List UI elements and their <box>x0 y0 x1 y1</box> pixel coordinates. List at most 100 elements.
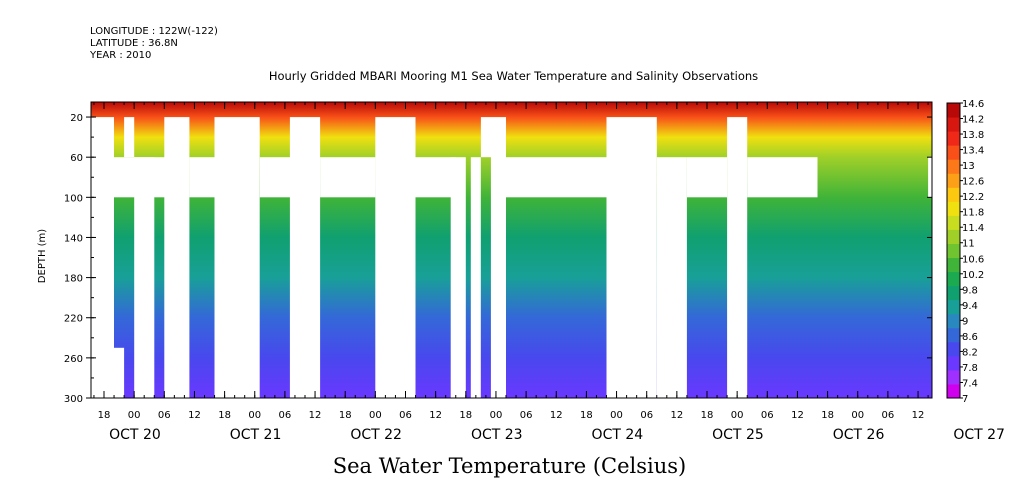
colorbar-swatch <box>947 327 960 343</box>
x-tick-label: 00 <box>490 410 503 421</box>
y-tick-label: 100 <box>64 193 83 204</box>
date-label: OCT 24 <box>592 427 644 443</box>
colorbar-swatch <box>947 285 960 301</box>
y-tick-label: 20 <box>70 113 83 124</box>
data-gap <box>91 117 114 398</box>
x-tick-label: 18 <box>701 410 714 421</box>
year-label: YEAR : 2010 <box>90 50 152 61</box>
data-gap <box>124 117 135 158</box>
x-tick-label: 12 <box>791 410 804 421</box>
x-tick-label: 06 <box>158 410 171 421</box>
data-gaps <box>91 117 932 398</box>
date-label: OCT 20 <box>109 427 161 443</box>
colorbar-tick-label: 11.4 <box>962 223 984 234</box>
data-gap <box>470 157 481 398</box>
data-gap <box>490 117 506 398</box>
x-tick-label: 12 <box>188 410 201 421</box>
data-gap <box>727 117 748 398</box>
y-tick-label: 140 <box>64 233 83 244</box>
x-tick-label: 12 <box>309 410 322 421</box>
x-tick-label: 18 <box>98 410 111 421</box>
x-tick-label: 06 <box>882 410 895 421</box>
x-tick-label: 12 <box>912 410 925 421</box>
data-gap <box>928 157 932 198</box>
data-gap <box>506 157 607 198</box>
colorbar-swatch <box>947 257 960 273</box>
latitude-label: LATITUDE : 36.8N <box>90 38 178 49</box>
x-tick-label: 06 <box>399 410 412 421</box>
colorbar-tick-label: 7.8 <box>962 363 978 374</box>
colorbar-swatch <box>947 103 960 118</box>
date-label: OCT 23 <box>471 427 523 443</box>
colorbar-tick-label: 9 <box>962 316 968 327</box>
colorbar-swatch <box>947 145 960 160</box>
plot-frame <box>90 101 933 399</box>
data-gap <box>104 347 125 398</box>
colorbar-swatch <box>947 201 960 216</box>
date-label: OCT 27 <box>953 427 1005 443</box>
colorbar-tick-label: 8.6 <box>962 332 978 343</box>
colorbar-swatch <box>947 383 960 399</box>
x-tick-label: 18 <box>459 410 472 421</box>
colorbar-title: Sea Water Temperature (Celsius) <box>332 454 687 478</box>
colorbar-tick-label: 14.6 <box>962 99 984 110</box>
x-tick-label: 12 <box>429 410 442 421</box>
data-gap <box>747 157 818 198</box>
x-tick-label: 06 <box>640 410 653 421</box>
x-tick-label: 00 <box>128 410 141 421</box>
colorbar-swatch <box>947 271 960 287</box>
x-tick-label: 00 <box>851 410 864 421</box>
colorbar-swatch <box>947 243 960 259</box>
chart-title: Hourly Gridded MBARI Mooring M1 Sea Wate… <box>268 69 759 83</box>
y-axis-label: DEPTH (m) <box>37 229 48 283</box>
x-tick-label: 00 <box>369 410 382 421</box>
y-tick-label: 60 <box>70 153 83 164</box>
x-tick-label: 12 <box>550 410 563 421</box>
date-label: OCT 22 <box>350 427 402 443</box>
colorbar-swatch <box>947 299 960 315</box>
x-tick-label: 00 <box>248 410 261 421</box>
colorbar-swatch <box>947 313 960 329</box>
data-gap <box>214 117 260 398</box>
colorbar-tick-label: 11.8 <box>962 208 984 219</box>
colorbar-tick-label: 8.2 <box>962 347 978 358</box>
colorbar-tick-label: 12.6 <box>962 177 984 188</box>
data-gap <box>259 157 295 198</box>
y-tick-label: 220 <box>64 314 83 325</box>
x-tick-label: 06 <box>761 410 774 421</box>
axes: 20 60 100 140 180 220 260 300 18 00 06 12 18 00 06 12 18… <box>64 101 1005 443</box>
colorbar-tick-label: 12.2 <box>962 192 984 203</box>
colorbar-swatch <box>947 173 960 188</box>
y-tick-label: 300 <box>64 394 83 405</box>
colorbar-swatch <box>947 229 960 244</box>
data-gap <box>164 117 190 398</box>
colorbar: 7 7.4 7.8 8.2 8.6 9 9.4 9.8 10.2 10.6 11 11.4 11.8 12… <box>946 99 984 405</box>
colorbar-swatch <box>947 341 960 357</box>
longitude-label: LONGITUDE : 122W(-122) <box>90 26 218 37</box>
colorbar-tick-label: 13.8 <box>962 130 984 141</box>
data-gap <box>686 157 728 198</box>
data-gap <box>375 117 416 398</box>
data-gap <box>606 117 657 398</box>
data-gap <box>450 157 466 398</box>
colorbar-frame <box>946 102 961 399</box>
colorbar-swatch <box>947 187 960 202</box>
colorbar-swatch <box>947 117 960 132</box>
y-tick-label: 260 <box>64 354 83 365</box>
colorbar-swatch <box>947 369 960 385</box>
colorbar-tick-label: 7 <box>962 394 968 405</box>
x-tick-label: 06 <box>279 410 292 421</box>
data-gap <box>134 157 155 398</box>
date-label: OCT 21 <box>230 427 282 443</box>
date-label: OCT 25 <box>712 427 764 443</box>
colorbar-tick-label: 14.2 <box>962 115 984 126</box>
colorbar-tick-label: 10.2 <box>962 270 984 281</box>
colorbar-tick-label: 13.4 <box>962 146 984 157</box>
colorbar-swatch <box>947 215 960 230</box>
x-tick-label: 18 <box>580 410 593 421</box>
data-gap <box>320 157 376 198</box>
colorbar-swatch <box>947 355 960 371</box>
colorbar-tick-label: 7.4 <box>962 378 978 389</box>
colorbar-swatch <box>947 131 960 146</box>
x-tick-label: 18 <box>218 410 231 421</box>
